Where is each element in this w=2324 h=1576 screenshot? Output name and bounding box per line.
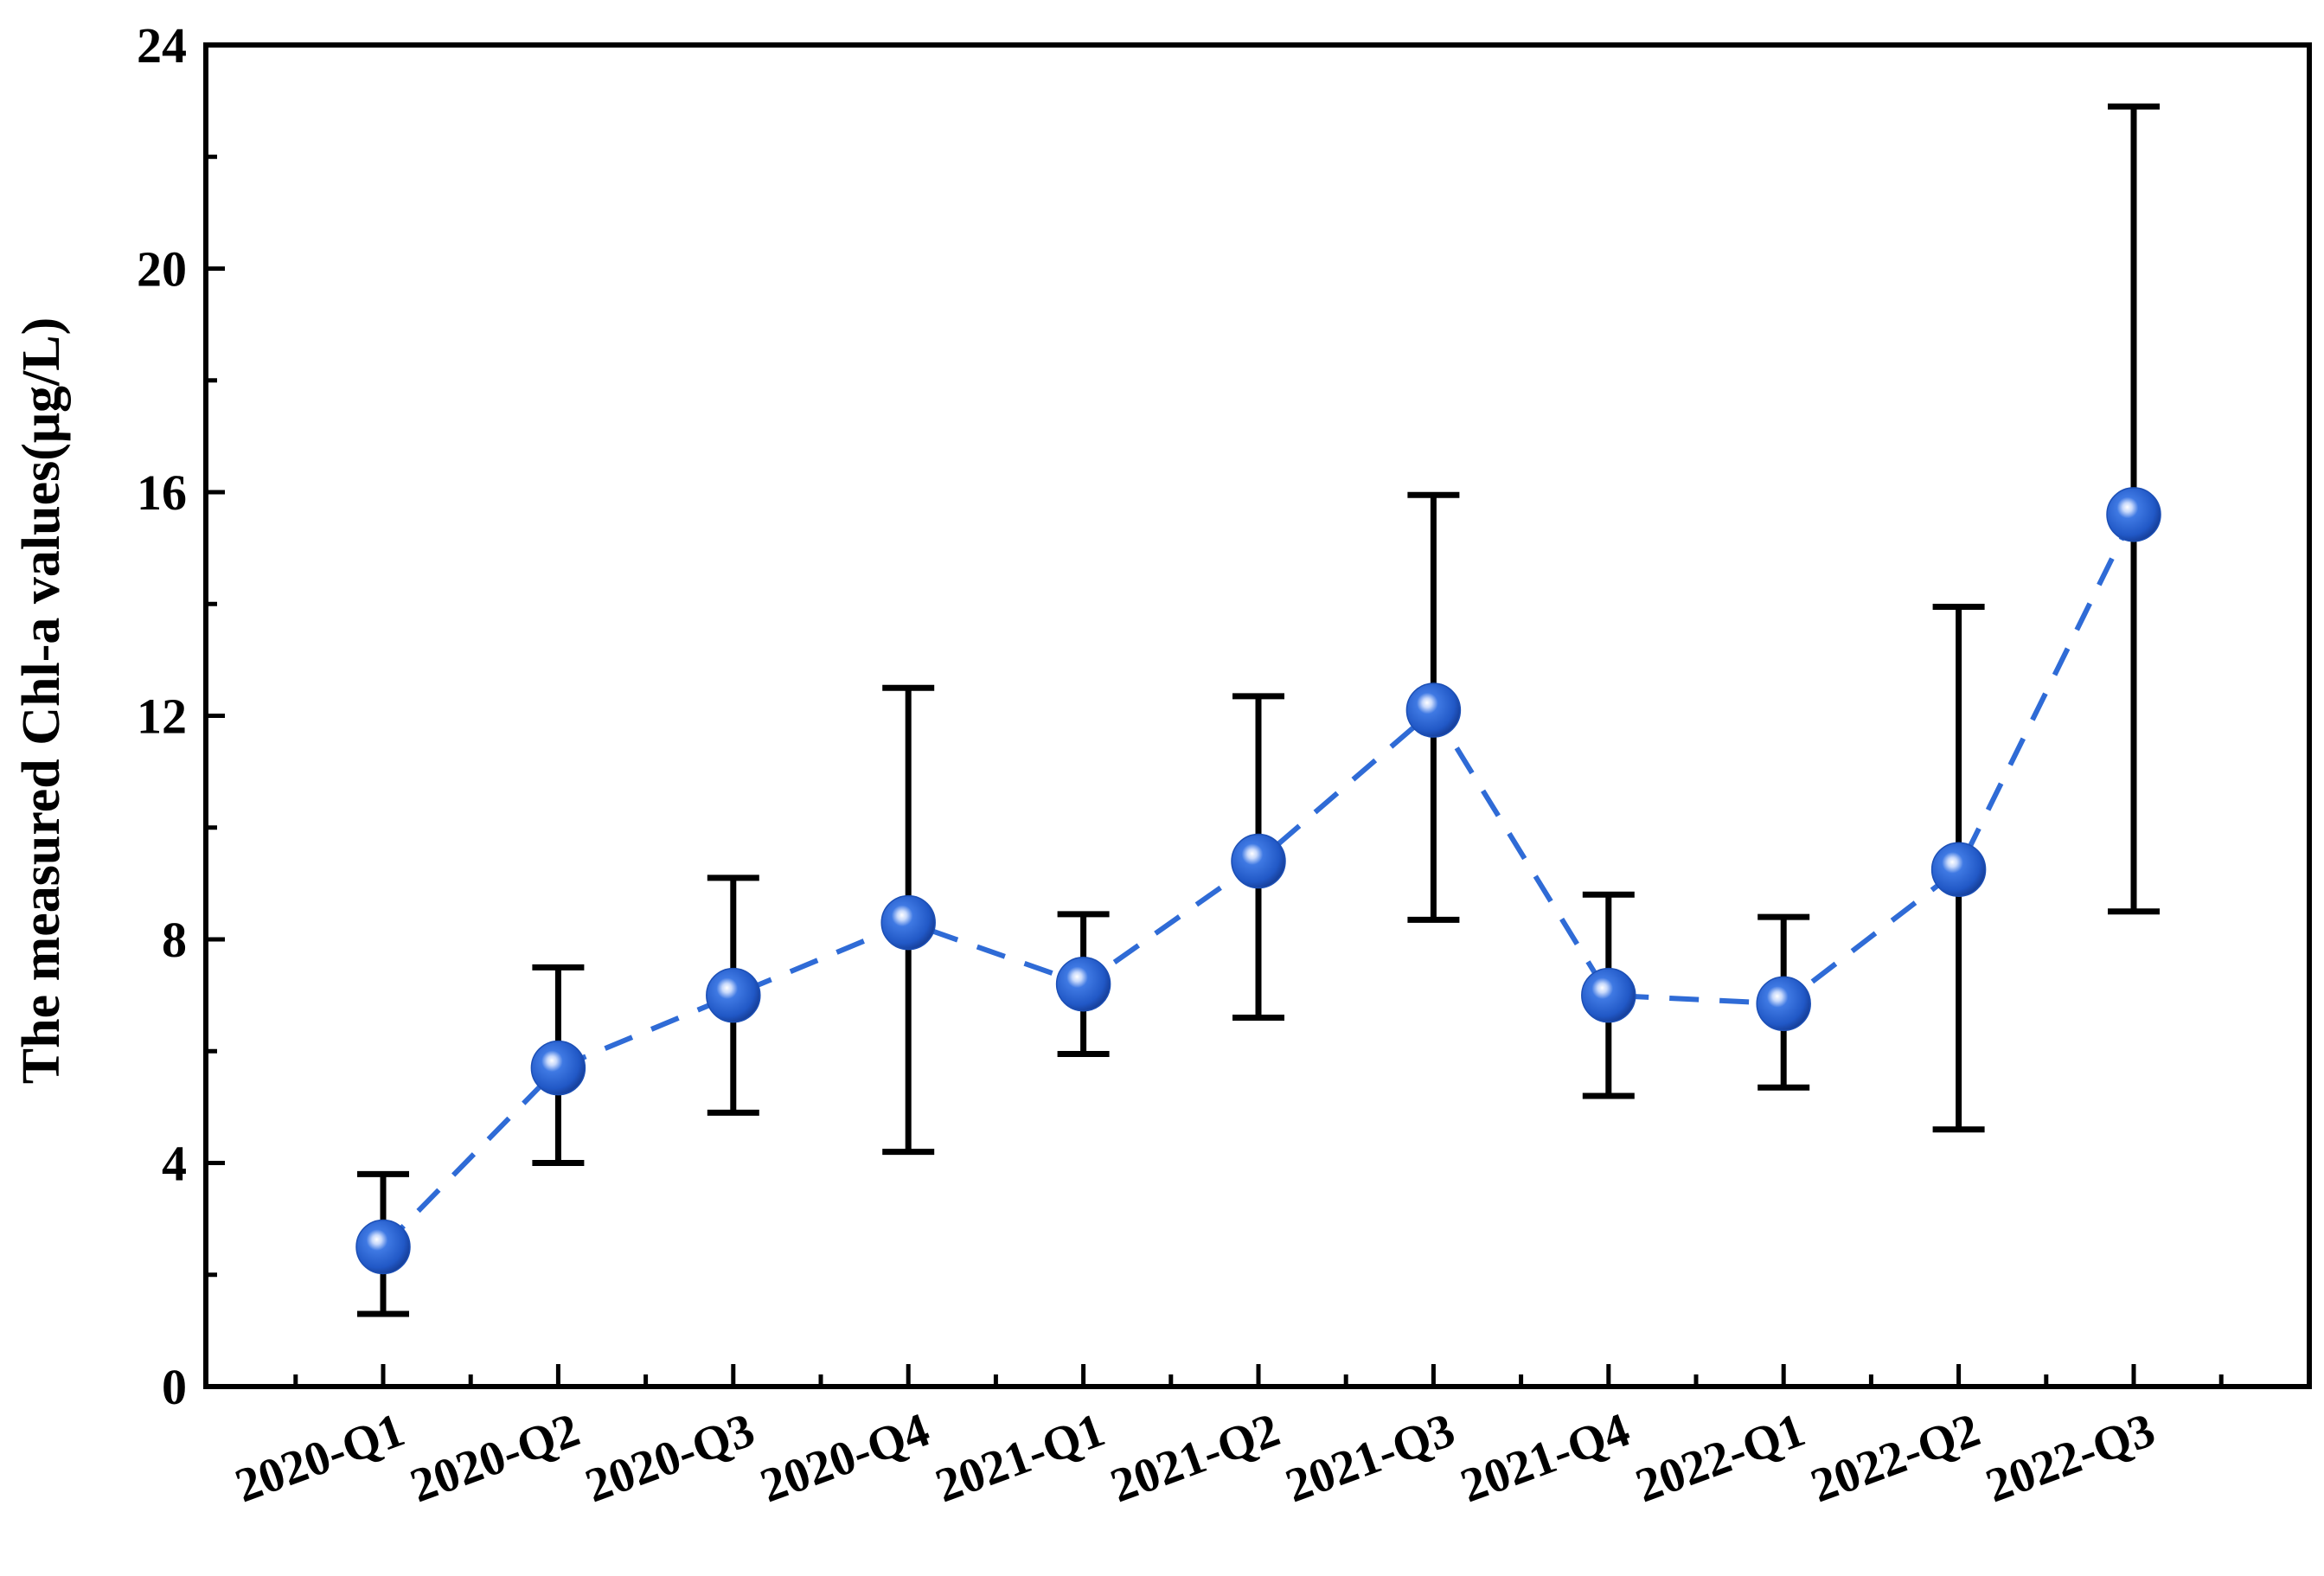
data-point [355, 1219, 411, 1275]
y-tick-label: 16 [137, 464, 187, 521]
y-tick-label: 20 [137, 241, 187, 298]
data-point [530, 1040, 586, 1096]
data-point [1405, 682, 1462, 738]
y-tick-label: 4 [162, 1136, 187, 1192]
y-tick-label: 0 [162, 1359, 187, 1415]
data-point [706, 967, 761, 1023]
data-point [1581, 967, 1636, 1023]
data-point [1930, 842, 1987, 897]
y-tick-label: 24 [137, 17, 187, 74]
data-point [880, 894, 936, 951]
data-point [1231, 833, 1286, 889]
y-axis-title: The measured Chl-a values(μg/L) [12, 317, 71, 1085]
y-tick-label: 12 [137, 689, 187, 745]
data-point [2106, 487, 2161, 542]
data-point [1055, 956, 1111, 1012]
data-point [1756, 976, 1811, 1032]
y-tick-label: 8 [162, 912, 187, 968]
